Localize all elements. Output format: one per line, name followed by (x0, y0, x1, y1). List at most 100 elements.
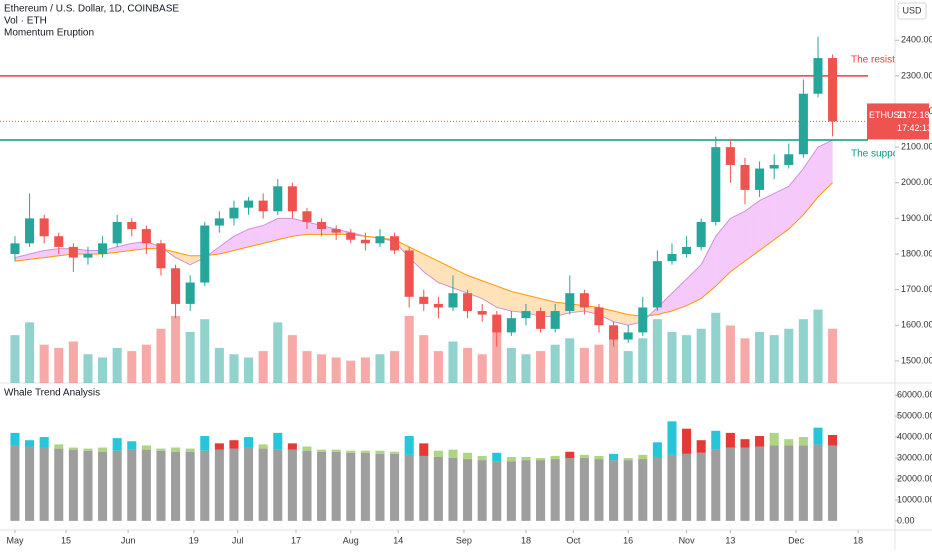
cloud-fill (744, 200, 760, 262)
candle-body (54, 236, 64, 247)
whale-base-bar (39, 447, 49, 521)
cloud-fill (277, 218, 293, 240)
candle-body (39, 218, 49, 237)
candle-body (214, 218, 224, 226)
cloud-fill (686, 264, 702, 306)
whale-top-bar (127, 441, 137, 450)
cloud-fill (613, 311, 629, 326)
whale-base-bar (375, 453, 385, 521)
volume-bar (287, 335, 297, 383)
volume-bar (521, 354, 531, 383)
cloud-fill (423, 254, 439, 283)
whale-base-bar (536, 460, 546, 521)
volume-bar (579, 347, 589, 383)
candle-body (25, 218, 35, 244)
whale-base-bar (463, 459, 473, 521)
y-tick-label: 1600.00 (901, 320, 932, 330)
currency[interactable]: USD (902, 5, 922, 15)
volume-bar (550, 344, 560, 383)
candle-body (725, 147, 735, 165)
candle-body (229, 207, 239, 219)
candle-body (287, 186, 297, 212)
whale-top-bar (10, 432, 20, 446)
whale-base-bar (725, 447, 735, 521)
candle-body (477, 311, 487, 315)
candle-body (141, 229, 151, 244)
cloud-fill (248, 225, 264, 247)
volume-bar (696, 328, 706, 383)
currency-box[interactable] (897, 2, 927, 20)
whale-top-bar (390, 451, 400, 454)
whale-base-bar (200, 450, 210, 521)
candle-body (667, 254, 677, 262)
x-tick-label: 19 (189, 535, 199, 545)
volume-bar (536, 351, 546, 383)
moving-average (14, 182, 833, 317)
volume-bar (375, 354, 385, 383)
candle-body (463, 293, 473, 312)
whale-top-bar (609, 453, 619, 461)
candle-body (244, 200, 254, 208)
x-tick-label: Sep (456, 535, 472, 545)
whale-base-bar (287, 449, 297, 521)
candle-body (813, 58, 823, 94)
whale-base-bar (740, 447, 750, 521)
whale-top-bar (360, 450, 370, 453)
volume-bar (273, 322, 283, 383)
candle-body (506, 318, 516, 333)
whale-base-bar (244, 447, 254, 521)
candle-body (83, 254, 93, 258)
volume-bar (127, 351, 137, 383)
candle-body (696, 221, 706, 247)
candle-body (682, 246, 692, 255)
candle-body (623, 332, 633, 340)
whale-top-bar (682, 428, 692, 454)
x-tick-label: 17 (291, 535, 301, 545)
whale-top-bar (375, 450, 385, 454)
volume-bar (448, 341, 458, 383)
whale-top-bar (813, 427, 823, 445)
whale-base-bar (652, 456, 662, 521)
candle-body (156, 243, 166, 269)
cloud-fill (759, 193, 775, 251)
candle-body (10, 243, 20, 255)
cloud-fill (803, 147, 818, 215)
whale-top-bar (448, 449, 458, 459)
whale-base-bar (506, 461, 516, 521)
whale-base-bar (360, 452, 370, 521)
candle-body (375, 236, 385, 244)
volume-bar (609, 335, 619, 383)
whale-top-bar (171, 447, 181, 452)
candle-body (404, 250, 414, 297)
whale-base-bar (171, 451, 181, 521)
whale-base-bar (565, 458, 575, 521)
whale-base-bar (477, 460, 487, 521)
whale-base-bar (258, 448, 268, 521)
whale-top-bar (667, 421, 677, 455)
whale-top-bar (302, 446, 312, 451)
volume-bar (141, 344, 151, 383)
whale-base-bar (594, 459, 604, 521)
whale-top-bar (346, 450, 356, 453)
volume-bar (463, 347, 473, 383)
whale-top-bar (54, 444, 64, 449)
x-tick-label: Jul (232, 535, 244, 545)
whale-top-bar (98, 447, 108, 452)
volume-bar (200, 319, 210, 383)
chart-title: Ethereum / U.S. Dollar, 1D, COINBASE (4, 4, 179, 15)
cloud-fill (467, 275, 483, 299)
candle-body (185, 282, 195, 304)
whale-top-bar (25, 440, 35, 447)
candle-body (828, 58, 838, 122)
whale-base-bar (83, 450, 93, 521)
whale-top-bar (755, 436, 765, 447)
cloud-fill (788, 168, 804, 230)
volume-bar (506, 347, 516, 383)
volume-bar (346, 360, 356, 383)
x-tick-label: Dec (788, 535, 805, 545)
whale-base-bar (448, 458, 458, 521)
whale-base-bar (798, 445, 808, 521)
volume-bar (25, 322, 35, 383)
whale-top-bar (769, 432, 779, 446)
y-tick-label: 1700.00 (901, 284, 932, 294)
